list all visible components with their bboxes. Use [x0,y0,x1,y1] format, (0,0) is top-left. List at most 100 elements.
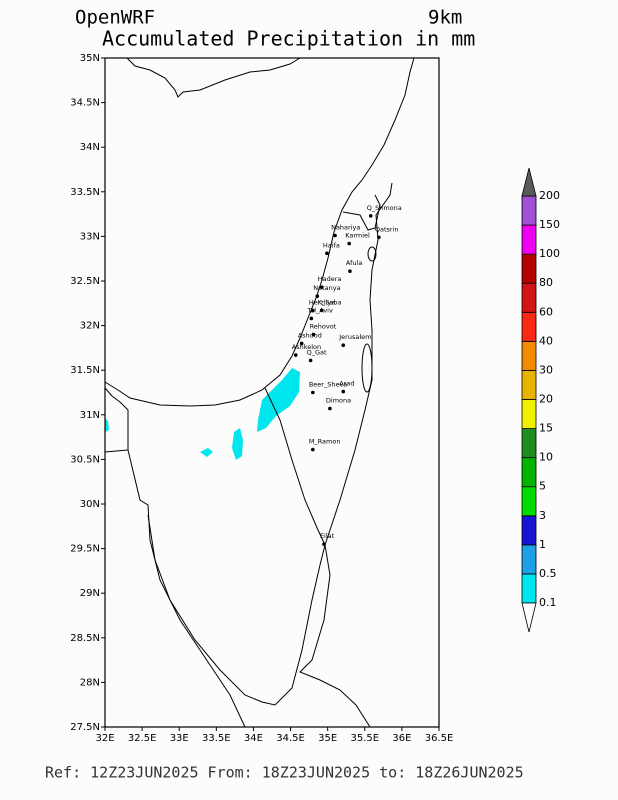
city-label: Hadera [318,275,342,283]
x-tick-label: 32.5E [128,733,157,744]
city-label: Jerusalem [338,333,371,341]
city-label: Ashdod [298,331,322,339]
map-frame [104,57,440,728]
city-label: Netanya [313,284,340,292]
precip-area [105,418,109,432]
y-tick-label: 27.5N [70,722,100,733]
precip-area [257,368,300,432]
city-marker [311,308,315,313]
city-marker [341,343,346,348]
map-title: Accumulated Precipitation in mm [102,27,475,51]
colorbar-label: 150 [539,218,560,231]
city-marker [315,294,320,298]
x-tick-label: 36E [392,733,411,744]
y-tick-label: 35N [80,53,100,64]
sea-of-galilee [367,246,377,262]
city-marker [341,389,346,394]
colorbar-label: 100 [539,247,560,260]
city-marker [333,233,337,238]
y-tick-label: 32.5N [70,276,100,287]
city-label: Afula [346,259,362,267]
colorbar-band [521,486,537,517]
resolution: 9km [428,7,462,29]
city-label: Q_Shmona [367,204,402,212]
colorbar-band [521,544,537,575]
colorbar-band [521,340,537,371]
y-tick-label: 28.5N [70,633,100,644]
precip-area [200,448,213,457]
city-marker [299,341,304,346]
x-tick-label: 33E [170,733,189,744]
colorbar-label: 3 [539,509,546,522]
precip-area [232,428,243,460]
city-marker [325,251,329,256]
coastline [147,514,326,706]
city-marker [293,353,298,357]
x-tick-label: 32E [95,733,114,744]
city-label: M_Ramon [309,438,341,446]
footer: Ref: 12Z23JUN2025 From: 18Z23JUN2025 to:… [45,764,524,782]
city-label: Arad [339,380,354,388]
city-marker [311,390,315,395]
colorbar-under [521,602,537,633]
colorbar-label: 200 [539,189,560,202]
y-tick-label: 33.5N [70,187,100,198]
y-tick-label: 29N [80,588,100,599]
x-tick-label: 35E [318,733,337,744]
y-tick-label: 29.5N [70,544,100,555]
colorbar-band [521,370,537,400]
y-tick-label: 31N [80,410,100,421]
city-label: Qatsrin [375,225,399,233]
city-marker [322,542,326,546]
y-tick-label: 32N [80,321,100,332]
cities: Q_Shmona Nahariya Qatsrin Karmiel Haifa Afula… [292,204,402,546]
colorbar-label: 20 [539,393,553,406]
colorbar-label: 0.1 [539,596,557,609]
colorbar-band [521,399,537,429]
city-marker [309,316,314,321]
y-tick-label: 30.5N [70,454,100,465]
x-tick-label: 33.5E [202,733,231,744]
x-tick-label: 35.5E [350,733,379,744]
border [342,194,381,231]
y-tick-label: 30N [80,499,100,510]
colorbar-band [521,428,537,459]
colorbar-band [521,573,537,604]
precipitation-areas [105,368,300,460]
city-marker [368,214,373,218]
colorbar-label: 10 [539,451,553,464]
city-marker [319,285,324,290]
city-label: Karmiel [345,232,370,240]
city-label: Q_Gat [307,348,327,356]
city-label: Eilat [320,532,335,540]
city-marker [328,406,332,411]
colorbar: 0.1 0.5 1 3 5 10 15 20 30 40 60 80 100 150 200 [521,167,560,633]
colorbar-band [521,253,537,284]
colorbar-label: 15 [539,422,553,435]
border [264,387,326,546]
x-tick-label: 34.5E [276,733,305,744]
colorbar-band [521,457,537,488]
city-label: Nahariya [331,224,360,232]
coastline [104,57,415,407]
coastlines [104,57,415,728]
city-marker [377,235,381,240]
y-tick-label: 34N [80,142,100,153]
city-marker [308,358,313,363]
colorbar-label: 5 [539,480,546,493]
colorbar-label: 30 [539,363,553,376]
colorbar-band [521,195,537,226]
colorbar-label: 1 [539,538,546,551]
y-tick-label: 33N [80,231,100,242]
coastline [299,544,371,728]
model-name: OpenWRF [75,7,155,29]
coastline [126,57,301,98]
y-tick-label: 31.5N [70,365,100,376]
city-marker [319,308,324,313]
city-marker [311,447,315,452]
city-label: Beer_Sheva [309,381,347,389]
colorbar-label: 80 [539,276,553,289]
